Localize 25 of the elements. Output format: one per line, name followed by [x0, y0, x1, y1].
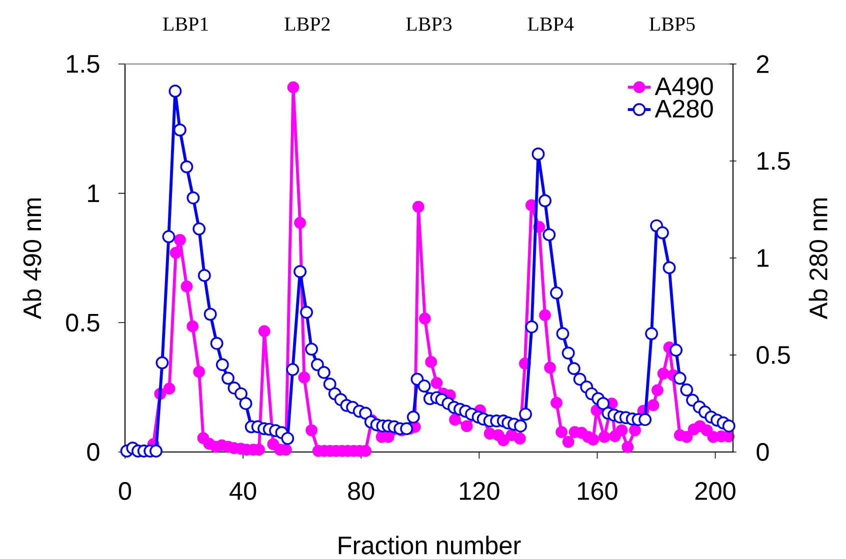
- x-axis-title: Fraction number: [338, 536, 521, 554]
- text: LBP3: [406, 17, 452, 31]
- text: LBP5: [649, 18, 695, 31]
- y-tick-label: 0: [87, 443, 100, 461]
- x-tick-label: 80: [348, 482, 374, 500]
- y-axis-title: Ab 490 nm: [22, 198, 42, 320]
- y-tick-label: 1: [88, 184, 100, 202]
- y2-tick-label: 2: [756, 55, 769, 73]
- y2-tick-label: 0.5: [756, 346, 790, 364]
- x-tick-label: 160: [578, 482, 618, 500]
- y2-tick-label: 1.5: [758, 152, 790, 170]
- text: LBP2: [284, 17, 330, 31]
- text: LBP4: [528, 18, 574, 31]
- y2-axis-title: Ab 280 nm: [808, 198, 828, 320]
- x-tick-label: 40: [230, 482, 256, 500]
- text: LBP1: [163, 17, 208, 31]
- x-tick-label: 0: [118, 482, 132, 500]
- x-tick-label: 200: [695, 482, 736, 500]
- legend-label: A280: [654, 100, 713, 118]
- y-tick-label: 1.5: [67, 55, 100, 73]
- legend-label: A490: [654, 77, 713, 96]
- x-tick-label: 120: [460, 482, 500, 500]
- y2-tick-label: 0: [756, 443, 769, 461]
- y-tick-label: 0.5: [66, 314, 100, 332]
- y2-tick-label: 1: [758, 249, 769, 267]
